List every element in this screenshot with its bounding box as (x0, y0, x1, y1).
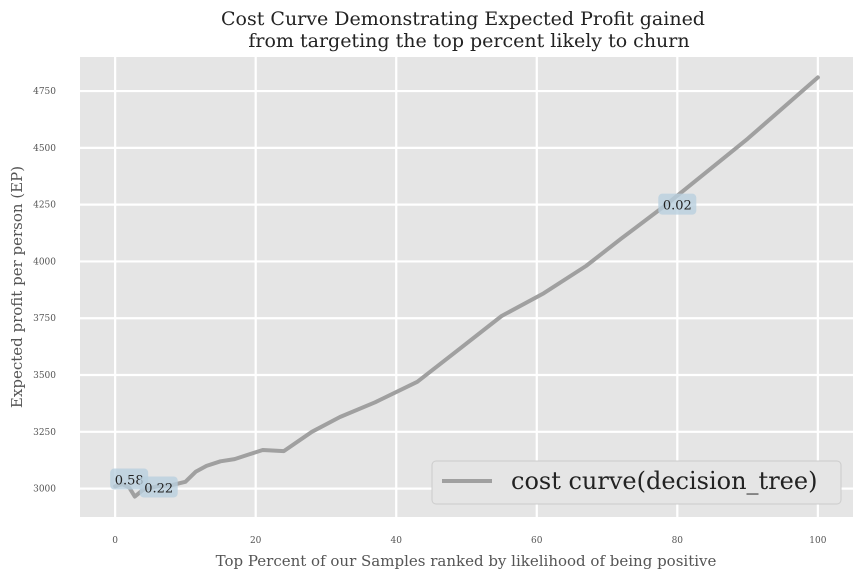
annotation-box (110, 468, 149, 490)
x-axis-label: Top Percent of our Samples ranked by lik… (216, 552, 717, 570)
x-tick-label: 80 (672, 536, 684, 546)
annotation-label: 0.58 (115, 474, 144, 489)
plot-area (80, 57, 853, 517)
y-tick-label: 4250 (33, 201, 56, 211)
annotation: 0.02 (658, 193, 697, 215)
y-tick-label: 3500 (33, 371, 56, 381)
legend: cost curve(decision_tree) (431, 460, 842, 505)
annotation-label: 0.22 (144, 481, 173, 496)
x-tick-label: 20 (250, 536, 262, 546)
annotation-box (658, 193, 697, 215)
annotations: 0.580.22 0.02 (110, 193, 697, 498)
annotation: 0.58 (110, 468, 149, 490)
y-tick-label: 4000 (33, 257, 56, 267)
annotation: 0.22 (139, 476, 178, 498)
x-tick-label: 40 (391, 536, 403, 546)
x-tick-label: 0 (112, 536, 118, 546)
chart-title-line1: Cost Curve Demonstrating Expected Profit… (221, 8, 705, 30)
y-axis-label: Expected profit per person (EP) (8, 166, 26, 408)
y-tick-label: 3250 (33, 428, 56, 438)
y-tick-labels: 3000 3250 3500 3750 4000 4250 4500 4750 (33, 87, 56, 495)
y-tick-label: 3000 (33, 485, 56, 495)
grid-lines (80, 57, 853, 517)
x-tick-label: 60 (531, 536, 543, 546)
y-tick-label: 4750 (33, 87, 56, 97)
chart-title-line2: from targeting the top percent likely to… (248, 30, 689, 52)
annotation-label: 0.02 (663, 199, 692, 214)
x-tick-labels: 0 20 40 60 80 100 (112, 536, 826, 546)
y-tick-label: 3750 (33, 314, 56, 324)
legend-box (431, 460, 842, 505)
x-tick-label: 100 (809, 536, 826, 546)
legend-label: cost curve(decision_tree) (511, 467, 817, 495)
y-tick-label: 4500 (33, 144, 56, 154)
annotation-box (139, 476, 178, 498)
